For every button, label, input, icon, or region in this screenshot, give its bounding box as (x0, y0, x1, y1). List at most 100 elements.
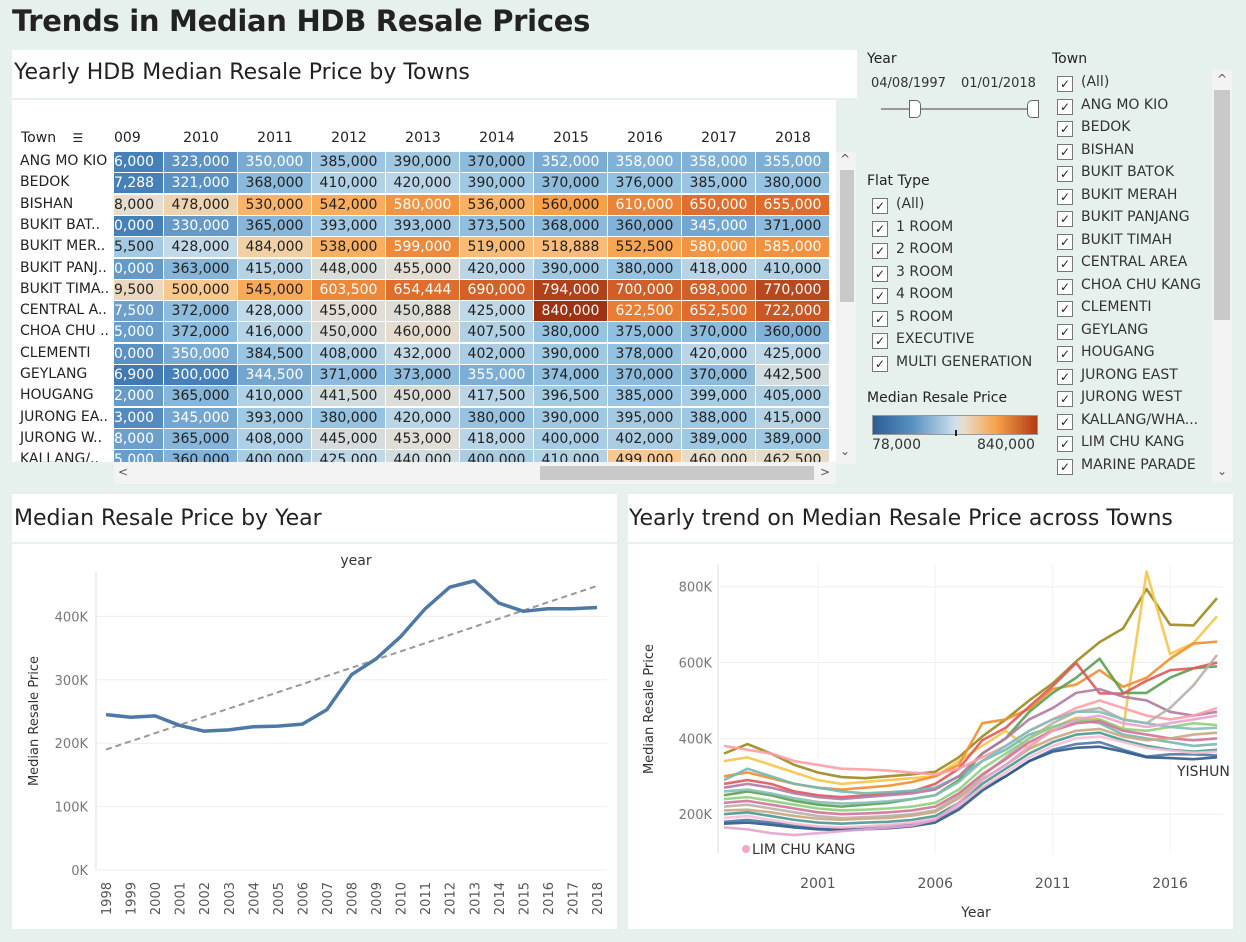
heatmap-cell[interactable]: 344,500 (238, 365, 312, 386)
heatmap-cell[interactable]: 518,888 (534, 237, 608, 259)
checkbox-checked-icon[interactable]: ✓ (1057, 301, 1073, 317)
heatmap-cell[interactable]: 389,000 (682, 428, 756, 450)
heatmap-cell[interactable]: 323,000 (164, 152, 238, 173)
heatmap-cell[interactable]: 365,000 (164, 428, 238, 450)
heatmap-cell[interactable]: 542,000 (312, 194, 386, 216)
year-header[interactable]: 2011 (257, 130, 293, 146)
heatmap-cell[interactable]: 365,000 (164, 386, 238, 408)
heatmap-cell[interactable]: 445,000 (312, 428, 386, 450)
flat-type-option[interactable]: ✓ 2 ROOM (872, 239, 953, 259)
heatmap-cell[interactable]: 455,000 (386, 258, 460, 280)
heatmap-cell[interactable]: 722,000 (756, 301, 830, 323)
checkbox-checked-icon[interactable]: ✓ (1057, 121, 1073, 137)
heatmap-cell[interactable]: 380,000 (460, 407, 534, 429)
heatmap-cell[interactable]: 418,000 (682, 258, 756, 280)
checkbox-checked-icon[interactable]: ✓ (1057, 143, 1073, 160)
heatmap-cell[interactable]: 499,000 (608, 450, 682, 462)
town-option[interactable]: ✓ CHOA CHU KANG (1057, 275, 1201, 295)
heatmap-cell[interactable]: 654,444 (386, 279, 460, 301)
heatmap-cell[interactable]: 360,000 (164, 450, 238, 462)
flat-type-option[interactable]: ✓ 5 ROOM (872, 307, 953, 327)
heatmap-cell[interactable]: 9,500 (114, 279, 164, 301)
year-header[interactable]: 2013 (405, 130, 441, 146)
checkbox-checked-icon[interactable]: ✓ (872, 310, 888, 327)
checkbox-checked-icon[interactable]: ✓ (1057, 211, 1073, 227)
checkbox-checked-icon[interactable]: ✓ (1057, 413, 1073, 430)
checkbox-checked-icon[interactable]: ✓ (1057, 166, 1073, 182)
town-option[interactable]: ✓ ANG MO KIO (1057, 95, 1168, 115)
checkbox-checked-icon[interactable]: ✓ (872, 333, 888, 349)
heatmap-vertical-scrollbar[interactable]: ^ ⌄ (836, 152, 856, 464)
heatmap-cell[interactable]: 410,000 (312, 173, 386, 195)
checkbox-checked-icon[interactable]: ✓ (1057, 76, 1073, 92)
heatmap-cell[interactable]: 5,000 (114, 450, 164, 462)
heatmap-cell[interactable]: 370,000 (682, 322, 756, 344)
heatmap-cell[interactable]: 580,000 (682, 237, 756, 259)
heatmap-cell[interactable]: 390,000 (534, 407, 608, 429)
heatmap-cell[interactable]: 410,000 (534, 450, 608, 462)
flat-type-option[interactable]: ✓ 4 ROOM (872, 284, 953, 304)
heatmap-cell[interactable]: 415,000 (238, 258, 312, 280)
heatmap-cell[interactable]: 355,000 (460, 365, 534, 386)
heatmap-cell[interactable]: 363,000 (164, 258, 238, 280)
heatmap-cell[interactable]: 330,000 (164, 215, 238, 237)
town-option[interactable]: ✓ JURONG EAST (1057, 365, 1178, 385)
heatmap-cell[interactable]: 484,000 (238, 237, 312, 259)
year-header[interactable]: 2014 (479, 130, 515, 146)
heatmap-cell[interactable]: 380,000 (756, 173, 830, 195)
flat-type-option[interactable]: ✓ (All) (872, 194, 924, 214)
town-option[interactable]: ✓ BEDOK (1057, 117, 1130, 137)
heatmap-cell[interactable]: 390,000 (386, 152, 460, 173)
heatmap-cell[interactable]: 603,500 (312, 279, 386, 301)
heatmap-cell[interactable]: 420,000 (386, 173, 460, 195)
checkbox-checked-icon[interactable]: ✓ (1057, 98, 1073, 115)
checkbox-checked-icon[interactable]: ✓ (1057, 436, 1073, 452)
heatmap-cell[interactable]: 5,000 (114, 322, 164, 344)
checkbox-checked-icon[interactable]: ✓ (1057, 188, 1073, 205)
heatmap-cell[interactable]: 384,500 (238, 343, 312, 365)
heatmap-cell[interactable]: 440,000 (386, 450, 460, 462)
heatmap-cell[interactable]: 410,000 (756, 258, 830, 280)
heatmap-cell[interactable]: 650,000 (682, 194, 756, 216)
scroll-thumb-h[interactable] (540, 466, 814, 480)
heatmap-cell[interactable]: 610,000 (608, 194, 682, 216)
checkbox-checked-icon[interactable]: ✓ (1057, 346, 1073, 362)
heatmap-cell[interactable]: 450,000 (312, 322, 386, 344)
heatmap-cell[interactable]: 360,000 (608, 215, 682, 237)
heatmap-cell[interactable]: 794,000 (534, 279, 608, 301)
heatmap-cell[interactable]: 410,000 (238, 386, 312, 408)
year-slider-end-handle[interactable] (1027, 100, 1039, 118)
heatmap-cell[interactable]: 373,500 (460, 215, 534, 237)
heatmap-cell[interactable]: 345,000 (164, 407, 238, 429)
heatmap-cell[interactable]: 380,000 (312, 407, 386, 429)
heatmap-cell[interactable]: 8,000 (114, 194, 164, 216)
heatmap-cell[interactable]: 393,000 (386, 215, 460, 237)
checkbox-checked-icon[interactable]: ✓ (872, 288, 888, 304)
heatmap-cell[interactable]: 371,000 (756, 215, 830, 237)
town-option[interactable]: ✓ BUKIT BATOK (1057, 162, 1174, 182)
heatmap-cell[interactable]: 358,000 (608, 152, 682, 173)
town-option[interactable]: ✓ BUKIT TIMAH (1057, 230, 1172, 250)
scroll-up-icon[interactable]: ^ (840, 152, 851, 166)
heatmap-cell[interactable]: 425,000 (756, 343, 830, 365)
heatmap-cell[interactable]: 370,000 (460, 152, 534, 173)
heatmap-cell[interactable]: 6,000 (114, 152, 164, 173)
heatmap-cell[interactable]: 385,000 (608, 386, 682, 408)
heatmap-cell[interactable]: 415,000 (756, 407, 830, 429)
heatmap-cell[interactable]: 408,000 (312, 343, 386, 365)
heatmap-cell[interactable]: 372,000 (164, 322, 238, 344)
heatmap-cell[interactable]: 519,000 (460, 237, 534, 259)
year-header[interactable]: 2017 (701, 130, 737, 146)
heatmap-cell[interactable]: 380,000 (534, 322, 608, 344)
heatmap-cell[interactable]: 450,000 (386, 386, 460, 408)
heatmap-cell[interactable]: 390,000 (534, 343, 608, 365)
heatmap-cell[interactable]: 448,000 (312, 258, 386, 280)
year-header[interactable]: 2016 (627, 130, 663, 146)
heatmap-cell[interactable]: 622,500 (608, 301, 682, 323)
checkbox-checked-icon[interactable]: ✓ (1057, 233, 1073, 250)
scroll-thumb[interactable] (840, 170, 854, 302)
scroll-left-icon[interactable]: < (118, 465, 129, 479)
heatmap-cell[interactable]: 552,500 (608, 237, 682, 259)
heatmap-cell[interactable]: 538,000 (312, 237, 386, 259)
heatmap-cell[interactable]: 371,000 (312, 365, 386, 386)
